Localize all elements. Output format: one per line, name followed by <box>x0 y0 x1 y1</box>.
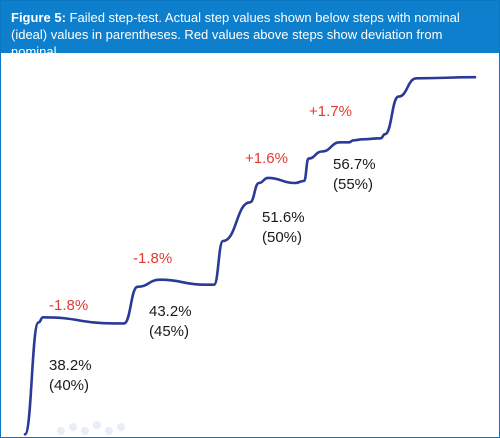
actual-value-label: 51.6% <box>262 209 305 226</box>
watermark-dot <box>105 427 113 435</box>
watermark <box>57 421 125 435</box>
watermark-dot <box>81 427 89 435</box>
actual-value-label: 38.2% <box>49 357 92 374</box>
label-layer: -1.8% 38.2% (40%) -1.8% 43.2% (45%) +1.6% 51.6%… <box>49 103 376 394</box>
deviation-label: -1.8% <box>133 250 172 267</box>
actual-value-label: 43.2% <box>149 303 192 320</box>
figure-caption-text: Failed step-test. Actual step values sho… <box>11 10 460 59</box>
nominal-value-label: (55%) <box>333 176 373 193</box>
nominal-value-label: (40%) <box>49 377 89 394</box>
watermark-dot <box>117 423 125 431</box>
figure-caption-label: Figure 5: <box>11 10 66 25</box>
figure-caption: Figure 5: Failed step-test. Actual step … <box>1 1 499 59</box>
watermark-dot <box>93 421 101 429</box>
deviation-label: -1.8% <box>49 297 88 314</box>
series-layer <box>23 75 477 436</box>
actual-value-label: 56.7% <box>333 156 376 173</box>
watermark-dot <box>57 427 65 435</box>
watermark-dot <box>69 423 77 431</box>
step-response-line <box>23 75 477 436</box>
deviation-label: +1.7% <box>309 103 352 120</box>
nominal-value-label: (50%) <box>262 229 302 246</box>
deviation-label: +1.6% <box>245 150 288 167</box>
nominal-value-label: (45%) <box>149 323 189 340</box>
